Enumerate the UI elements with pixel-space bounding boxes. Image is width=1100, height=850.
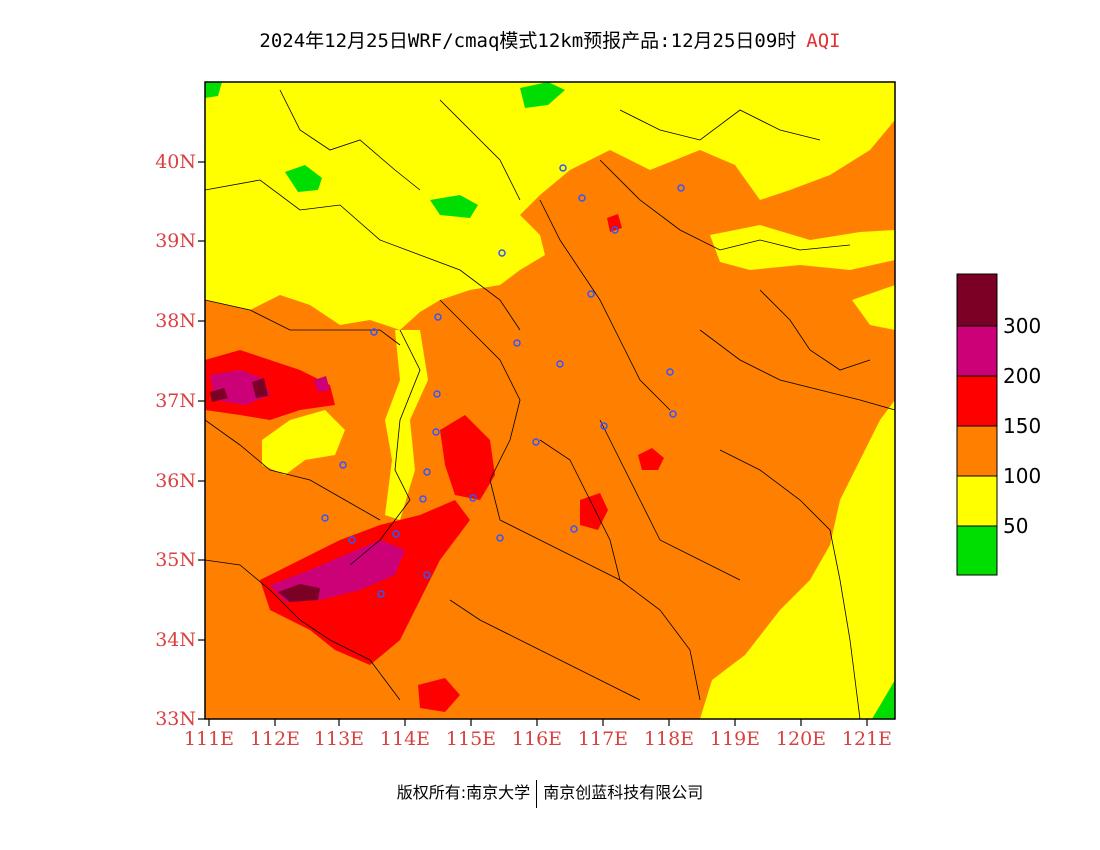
legend-colorbar — [956, 273, 998, 576]
aqi-field-red-bottom — [418, 678, 460, 712]
lon-label-112e: 112E — [249, 728, 301, 750]
lon-label-115e: 115E — [445, 728, 497, 750]
aqi-field-maroon-south — [278, 584, 320, 602]
lat-label-33n: 33N — [155, 708, 196, 730]
lon-ticks — [208, 719, 868, 726]
footer-divider — [536, 779, 538, 808]
aqi-field-yellow-coast — [852, 285, 895, 330]
aqi-field-yellow-southeast — [700, 400, 895, 719]
aqi-field-yellow-east — [710, 225, 895, 270]
lat-label-35n: 35N — [155, 549, 196, 571]
aqi-field-magenta-spot — [314, 376, 330, 392]
lon-label-120e: 120E — [775, 728, 827, 750]
lat-label-37n: 37N — [155, 390, 196, 412]
lon-label-116e: 116E — [511, 728, 563, 750]
lat-ticks — [198, 161, 205, 720]
aqi-field-green-5 — [872, 680, 895, 719]
legend-swatch-orange — [956, 425, 998, 477]
legend-label-100: 100 — [1003, 464, 1042, 488]
aqi-field-maroon-peak — [252, 378, 268, 398]
aqi-field-green-3 — [520, 82, 565, 108]
legend-swatch-red — [956, 375, 998, 427]
station-markers — [321, 164, 685, 598]
lon-label-118e: 118E — [643, 728, 695, 750]
legend-swatch-yellow — [956, 475, 998, 527]
aqi-field-red-southeast — [580, 493, 608, 530]
copyright-owner: 版权所有:南京大学 — [396, 783, 531, 802]
admin-boundaries — [205, 89, 895, 719]
lat-label-34n: 34N — [155, 629, 196, 651]
aqi-field-red-east — [638, 448, 664, 470]
lon-label-121e: 121E — [841, 728, 893, 750]
aqi-field-green-4 — [205, 82, 222, 98]
copyright-company: 南京创蓝科技有限公司 — [543, 783, 704, 802]
map-field — [205, 82, 895, 719]
lon-label-111e: 111E — [183, 728, 235, 750]
lon-label-117e: 117E — [577, 728, 629, 750]
lat-label-40n: 40N — [155, 151, 196, 173]
lon-label-113e: 113E — [313, 728, 365, 750]
legend-label-200: 200 — [1003, 364, 1042, 388]
aqi-field-red-central — [440, 415, 495, 500]
copyright-footer: 版权所有:南京大学 南京创蓝科技有限公司 — [0, 779, 1100, 808]
lat-label-36n: 36N — [155, 470, 196, 492]
legend-swatch-maroon — [956, 273, 998, 327]
aqi-field-yellow-interior — [262, 410, 345, 475]
aqi-field-green-1 — [285, 165, 322, 192]
lat-label-39n: 39N — [155, 230, 196, 252]
title-index: AQI — [806, 30, 841, 52]
aqi-field-red-north — [607, 214, 622, 232]
legend-swatch-green — [956, 525, 998, 576]
aqi-field-green-2 — [430, 195, 478, 218]
lat-label-38n: 38N — [155, 310, 196, 332]
legend-label-150: 150 — [1003, 414, 1042, 438]
aqi-field-maroon-west — [210, 388, 228, 402]
title-text: 2024年12月25日WRF/cmaq模式12km预报产品:12月25日09时 — [259, 30, 797, 52]
lon-label-119e: 119E — [709, 728, 761, 750]
legend-label-300: 300 — [1003, 314, 1042, 338]
map-title: 2024年12月25日WRF/cmaq模式12km预报产品:12月25日09时 A… — [0, 26, 1100, 53]
legend-label-50: 50 — [1003, 514, 1029, 538]
aqi-field-yellow-north — [205, 82, 895, 330]
legend-swatch-magenta — [956, 325, 998, 377]
lon-label-114e: 114E — [379, 728, 431, 750]
